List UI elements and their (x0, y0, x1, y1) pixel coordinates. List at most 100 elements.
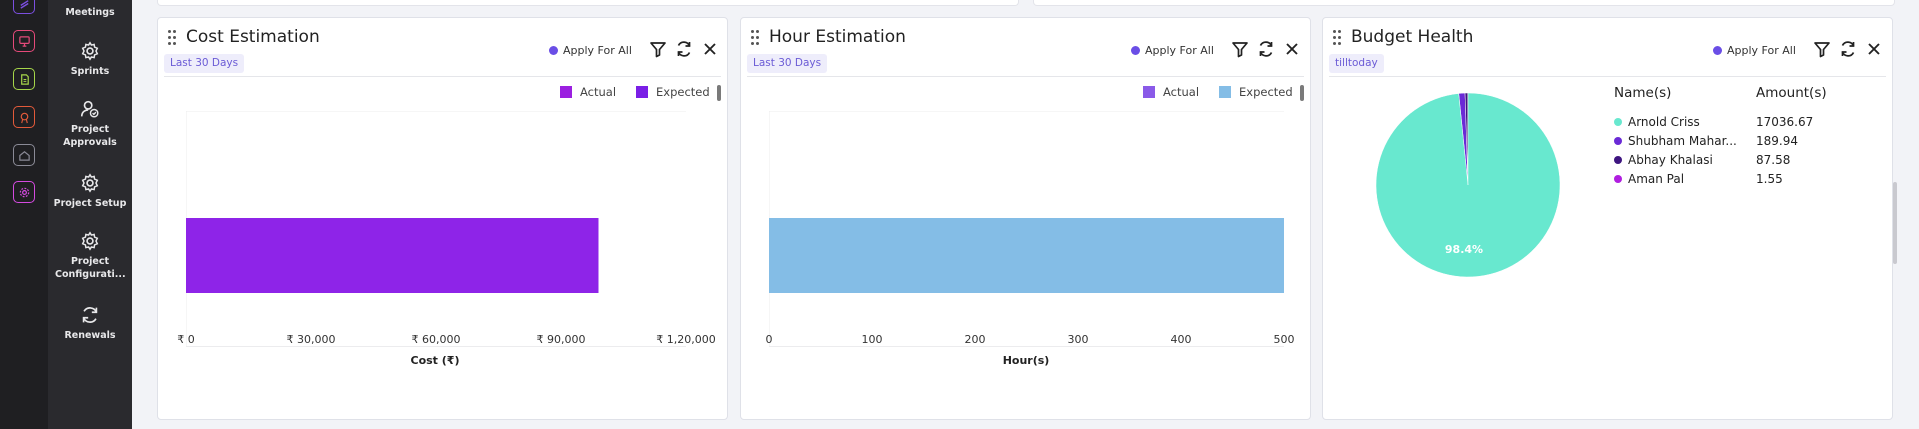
legend-label-expected[interactable]: Expected (656, 85, 710, 99)
menu-item-project-approvals[interactable]: Project Approvals (48, 98, 132, 149)
row-amount: 1.55 (1756, 172, 1783, 186)
row-amount: 189.94 (1756, 134, 1798, 148)
gear-icon (81, 173, 99, 193)
refresh-icon[interactable] (1837, 38, 1859, 60)
document-icon[interactable] (13, 68, 35, 90)
filter-icon[interactable] (1811, 38, 1833, 60)
badge-icon[interactable] (13, 106, 35, 128)
legend-dot-icon (1614, 118, 1622, 126)
menu-label: Project Approvals (63, 124, 117, 148)
hour-chart-plot (769, 111, 1284, 347)
drag-handle-icon[interactable] (1333, 30, 1343, 46)
legend-label-actual[interactable]: Actual (1163, 85, 1200, 99)
x-tick-label: 300 (1067, 333, 1089, 346)
bar-expected[interactable] (186, 218, 599, 293)
app-icon-1[interactable] (13, 0, 35, 14)
x-tick-label: ₹ 60,000 (411, 333, 461, 346)
cost-estimation-card: Cost Estimation Last 30 Days Apply For A… (157, 17, 728, 420)
row-name: Abhay Khalasi (1628, 153, 1713, 167)
row-name: Arnold Criss (1628, 115, 1700, 129)
column-header-name: Name(s) (1614, 85, 1672, 101)
menu-item-project-setup[interactable]: Project Setup (48, 172, 132, 210)
apply-label: Apply For All (1727, 44, 1796, 57)
pie-slice[interactable] (1375, 92, 1561, 278)
row-amount: 17036.67 (1756, 115, 1814, 129)
settings-icon[interactable] (13, 181, 35, 203)
date-range-tag[interactable]: Last 30 Days (164, 54, 245, 73)
filter-icon[interactable] (647, 38, 669, 60)
bar-expected[interactable] (769, 218, 1284, 293)
menu-label: Meetings (65, 7, 115, 18)
close-icon[interactable] (699, 38, 721, 60)
card-above-2 (1033, 0, 1895, 6)
menu-item-project-configuration[interactable]: Project Configurati... (48, 230, 132, 281)
card-above-1 (157, 0, 1019, 6)
card-title: Hour Estimation (769, 27, 906, 47)
scrollbar-thumb[interactable] (1300, 85, 1304, 101)
x-tick-label: 200 (964, 333, 986, 346)
close-icon[interactable] (1281, 38, 1303, 60)
table-row[interactable]: Abhay Khalasi (1614, 153, 1742, 167)
legend-swatch-actual (1143, 86, 1155, 98)
x-tick-label: 100 (861, 333, 883, 346)
menu-item-meetings[interactable]: Meetings (48, 6, 132, 19)
app-rail (0, 0, 48, 429)
table-row[interactable]: Shubham Mahar... (1614, 134, 1742, 148)
radio-dot-icon (549, 46, 558, 55)
radio-dot-icon (1131, 46, 1140, 55)
divider (1329, 76, 1886, 77)
refresh-icon[interactable] (1255, 38, 1277, 60)
drag-handle-icon[interactable] (168, 30, 178, 46)
date-range-tag[interactable]: tilltoday (1329, 54, 1384, 73)
radio-dot-icon (1713, 46, 1722, 55)
legend-label-actual[interactable]: Actual (580, 85, 617, 99)
chart-legend: Actual Expected (560, 85, 710, 99)
column-header-amount: Amount(s) (1756, 85, 1827, 101)
budget-pie-chart: 98.4% (1375, 92, 1561, 278)
user-check-icon (80, 100, 99, 118)
budget-health-card: Budget Health tilltoday Apply For All 98… (1322, 17, 1893, 420)
legend-dot-icon (1614, 156, 1622, 164)
menu-label: Sprints (70, 66, 110, 77)
close-icon[interactable] (1863, 38, 1885, 60)
legend-dot-icon (1614, 175, 1622, 183)
card-title: Cost Estimation (186, 27, 320, 47)
menu-label: Project Configurati... (55, 256, 126, 280)
drag-handle-icon[interactable] (751, 30, 761, 46)
apply-label: Apply For All (1145, 44, 1214, 57)
card-title: Budget Health (1351, 27, 1474, 47)
divider (164, 76, 721, 77)
legend-swatch-actual (560, 86, 572, 98)
x-tick-label: 0 (765, 333, 773, 346)
home-icon[interactable] (13, 144, 35, 166)
filter-icon[interactable] (1229, 38, 1251, 60)
page-scrollbar[interactable] (1893, 182, 1897, 264)
table-row[interactable]: Aman Pal (1614, 172, 1742, 186)
row-name: Shubham Mahar... (1628, 134, 1737, 148)
legend-dot-icon (1614, 137, 1622, 145)
legend-swatch-expected (636, 86, 649, 98)
legend-label-expected[interactable]: Expected (1239, 85, 1293, 99)
module-menu: Meetings Sprints Project Approvals Proje… (48, 0, 132, 429)
x-tick-label: ₹ 1,20,000 (656, 333, 716, 346)
menu-item-sprints[interactable]: Sprints (48, 40, 132, 78)
monitor-icon[interactable] (13, 30, 35, 52)
x-tick-label: ₹ 0 (177, 333, 195, 346)
apply-for-all-toggle[interactable]: Apply For All (1713, 44, 1796, 57)
table-row[interactable]: Arnold Criss (1614, 115, 1742, 129)
x-tick-label: 400 (1170, 333, 1192, 346)
row-amount: 87.58 (1756, 153, 1791, 167)
gear-icon (81, 41, 99, 61)
cost-chart-plot (186, 111, 686, 347)
menu-item-renewals[interactable]: Renewals (48, 304, 132, 342)
x-axis-title: Hour(s) (1002, 354, 1050, 367)
apply-label: Apply For All (563, 44, 632, 57)
apply-for-all-toggle[interactable]: Apply For All (549, 44, 632, 57)
menu-label: Renewals (64, 330, 116, 341)
x-tick-label: ₹ 30,000 (286, 333, 336, 346)
date-range-tag[interactable]: Last 30 Days (747, 54, 828, 73)
apply-for-all-toggle[interactable]: Apply For All (1131, 44, 1214, 57)
refresh-icon[interactable] (673, 38, 695, 60)
x-tick-label: 500 (1273, 333, 1295, 346)
scrollbar-thumb[interactable] (717, 85, 721, 101)
